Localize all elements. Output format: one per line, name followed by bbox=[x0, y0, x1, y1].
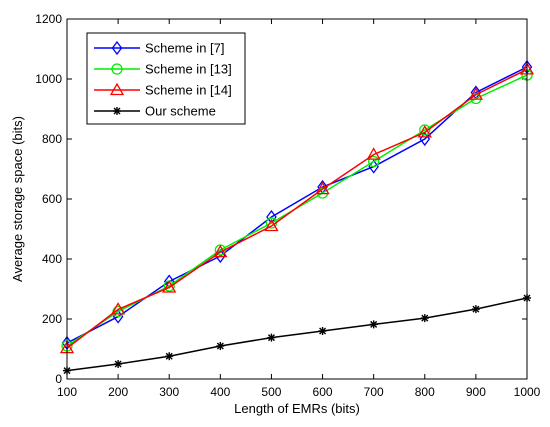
y-tick-label: 1000 bbox=[35, 72, 62, 86]
star-stroke bbox=[319, 327, 327, 335]
x-tick-label: 400 bbox=[210, 385, 230, 399]
x-tick-label: 900 bbox=[466, 385, 486, 399]
x-axis-title: Length of EMRs (bits) bbox=[234, 401, 360, 416]
data-point-star bbox=[420, 314, 429, 323]
series-line bbox=[66, 68, 528, 349]
x-tick-label: 500 bbox=[261, 385, 281, 399]
star-stroke bbox=[165, 352, 173, 360]
plot-frame bbox=[66, 18, 528, 380]
y-tick-label: 1200 bbox=[35, 12, 62, 26]
legend-item: Our scheme bbox=[94, 104, 216, 119]
data-point-circle bbox=[419, 124, 431, 136]
legend-item: Scheme in [13] bbox=[94, 62, 232, 77]
x-tick-label: 200 bbox=[108, 385, 128, 399]
data-point-star bbox=[165, 352, 174, 361]
star-stroke bbox=[216, 342, 224, 350]
data-point-triangle bbox=[109, 82, 125, 96]
data-point-circle bbox=[368, 155, 380, 168]
x-tick-label: 1000 bbox=[514, 385, 541, 399]
data-point-triangle bbox=[366, 147, 381, 160]
data-point-diamond bbox=[111, 40, 123, 56]
data-point-diamond bbox=[368, 159, 379, 174]
star-stroke bbox=[267, 334, 275, 342]
y-tick-label: 200 bbox=[42, 312, 62, 326]
star-stroke bbox=[472, 305, 480, 313]
legend: Scheme in [7] Scheme in [13] Scheme in [14… bbox=[86, 32, 246, 125]
data-point-triangle bbox=[213, 244, 228, 258]
data-point-star bbox=[113, 107, 121, 115]
star-stroke bbox=[370, 320, 378, 328]
data-point-star bbox=[216, 342, 225, 350]
y-axis-title: Average storage space (bits) bbox=[10, 116, 25, 282]
legend-item: Scheme in [7] bbox=[94, 41, 225, 56]
data-point-diamond bbox=[112, 309, 124, 324]
y-tick-label: 600 bbox=[42, 192, 62, 206]
legend-label: Our scheme bbox=[145, 104, 216, 119]
data-point-triangle bbox=[417, 125, 432, 138]
data-point-star bbox=[369, 320, 378, 329]
y-tick-label: 0 bbox=[55, 372, 62, 386]
axis-ticks: 100 200 300 400 500 600 700 800 900 1000 0 200 400 60… bbox=[35, 12, 540, 399]
data-point-star bbox=[318, 327, 327, 335]
x-tick-label: 600 bbox=[313, 385, 333, 399]
star-stroke bbox=[114, 360, 122, 368]
legend-item: Scheme in [14] bbox=[94, 83, 232, 98]
data-point-triangle bbox=[110, 302, 126, 315]
legend-label: Scheme in [7] bbox=[145, 41, 225, 56]
x-tick-label: 800 bbox=[415, 385, 435, 399]
x-tick-label: 100 bbox=[57, 385, 77, 399]
data-point-triangle bbox=[162, 280, 177, 293]
series-line bbox=[66, 297, 528, 372]
legend-label: Scheme in [14] bbox=[145, 83, 232, 98]
data-point-star bbox=[114, 360, 123, 368]
legend-label: Scheme in [13] bbox=[145, 62, 232, 77]
data-point-star bbox=[267, 333, 276, 342]
x-tick-label: 300 bbox=[159, 385, 179, 399]
y-tick-label: 800 bbox=[42, 132, 62, 146]
data-point-circle bbox=[111, 63, 123, 75]
x-tick-label: 700 bbox=[364, 385, 384, 399]
star-stroke bbox=[113, 107, 121, 115]
star-stroke bbox=[421, 314, 429, 322]
data-point-star bbox=[471, 305, 480, 314]
data-point-triangle bbox=[264, 218, 279, 232]
series-2 bbox=[59, 62, 535, 354]
y-tick-label: 400 bbox=[42, 252, 62, 266]
data-point-triangle bbox=[468, 87, 484, 100]
data-point-triangle bbox=[315, 181, 330, 195]
